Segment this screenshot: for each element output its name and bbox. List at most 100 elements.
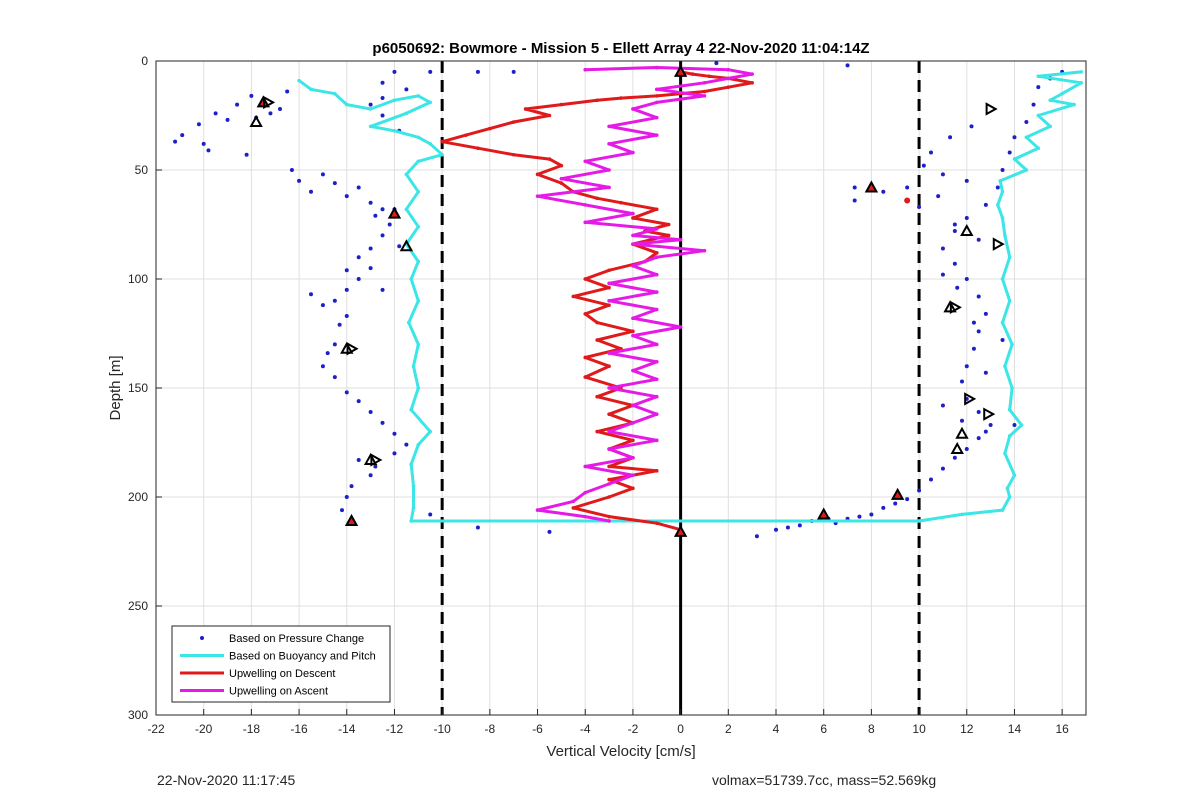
scatter-point [905, 497, 910, 502]
scatter-point [373, 213, 378, 218]
series-point [678, 237, 683, 242]
series-point [654, 307, 659, 312]
scatter-point [952, 261, 957, 266]
series-point [440, 152, 444, 157]
scatter-point [309, 292, 313, 297]
scatter-point [964, 277, 969, 281]
open-marker [955, 426, 969, 439]
y-tick-label: 200 [128, 490, 148, 504]
scatter-point [344, 314, 349, 319]
series-point [583, 355, 588, 360]
x-tick-label: -8 [485, 722, 496, 736]
series-point [631, 333, 635, 338]
descent-marker [890, 487, 905, 500]
series-point [1012, 473, 1017, 478]
scatter-point [1036, 85, 1041, 90]
series-point [702, 248, 707, 253]
series-point [607, 495, 611, 499]
series-point [702, 81, 707, 85]
scatter-point [268, 111, 273, 116]
y-tick-label: 0 [141, 54, 148, 68]
series-point [750, 72, 754, 76]
series-point [631, 473, 635, 478]
legend: Based on Pressure Change Based on Buoyanc… [171, 625, 391, 703]
scatter-point [368, 409, 373, 414]
scatter-point [964, 364, 969, 369]
series-point [654, 227, 659, 231]
scatter-point [320, 303, 325, 308]
scatter-point [988, 423, 993, 428]
scatter-point [940, 466, 945, 471]
series-point [1079, 70, 1084, 74]
scatter-point [428, 512, 433, 517]
series-point [654, 133, 659, 137]
series-point [571, 499, 576, 504]
right-marker [992, 237, 1005, 251]
series-point [416, 299, 421, 303]
series-point [1036, 113, 1041, 118]
x-tick-label: 10 [912, 722, 926, 736]
series-point [1019, 423, 1024, 427]
series-point [406, 320, 411, 325]
series-point [595, 338, 599, 342]
scatter-point [213, 111, 218, 116]
scatter-point [1012, 423, 1017, 428]
scatter-point [225, 117, 230, 122]
scatter-point [983, 370, 988, 375]
scatter-point [344, 287, 349, 292]
legend-label: Upwelling on Ascent [229, 686, 328, 698]
series-point [1048, 124, 1053, 129]
series-point [416, 159, 421, 164]
scatter-point [917, 488, 922, 493]
series-point [702, 94, 707, 98]
scatter-point [845, 63, 850, 68]
scatter-point [332, 298, 337, 303]
scatter-point [368, 102, 373, 107]
scatter-point [249, 93, 254, 98]
scatter-point [971, 346, 976, 351]
series-point [476, 146, 480, 150]
scatter-point [332, 181, 337, 186]
scatter-point [320, 172, 325, 177]
series-point [631, 150, 635, 155]
scatter-point [983, 429, 988, 434]
scatter-point [380, 207, 385, 212]
series-point [631, 233, 635, 238]
scatter-point [356, 255, 361, 260]
y-tick-label: 150 [128, 381, 148, 395]
right-marker [346, 342, 359, 356]
scatter-point [368, 266, 373, 271]
y-tick-label: 250 [128, 599, 148, 613]
scatter-point [881, 505, 886, 510]
scatter-point [285, 89, 290, 94]
scatter-point [475, 525, 480, 530]
x-axis-label: Vertical Velocity [cm/s] [546, 743, 695, 760]
series-point [607, 429, 611, 434]
series-point [333, 91, 337, 96]
x-tick-label: -6 [532, 722, 543, 736]
scatter-point [964, 215, 969, 220]
x-tick-label: -14 [338, 722, 356, 736]
series-point [726, 85, 731, 89]
series-point [750, 81, 754, 85]
scatter-point [332, 375, 337, 380]
scatter-point [852, 198, 857, 203]
x-tick-label: 4 [773, 722, 780, 736]
series-point [297, 78, 301, 83]
series-point [409, 519, 413, 523]
series-line [298, 70, 1083, 523]
x-tick-label: 2 [725, 722, 732, 736]
scatter-point [955, 285, 960, 290]
series-point [1036, 74, 1041, 79]
scatter-point [976, 237, 981, 242]
right-marker [985, 102, 998, 116]
series-point [409, 462, 413, 467]
series-point [654, 438, 659, 443]
series-point [392, 128, 397, 133]
series-point [654, 87, 659, 92]
series-point [654, 207, 659, 212]
scatter-point [404, 442, 409, 447]
series-point [654, 377, 659, 382]
series-point [1003, 233, 1007, 238]
scatter-point [349, 484, 354, 489]
